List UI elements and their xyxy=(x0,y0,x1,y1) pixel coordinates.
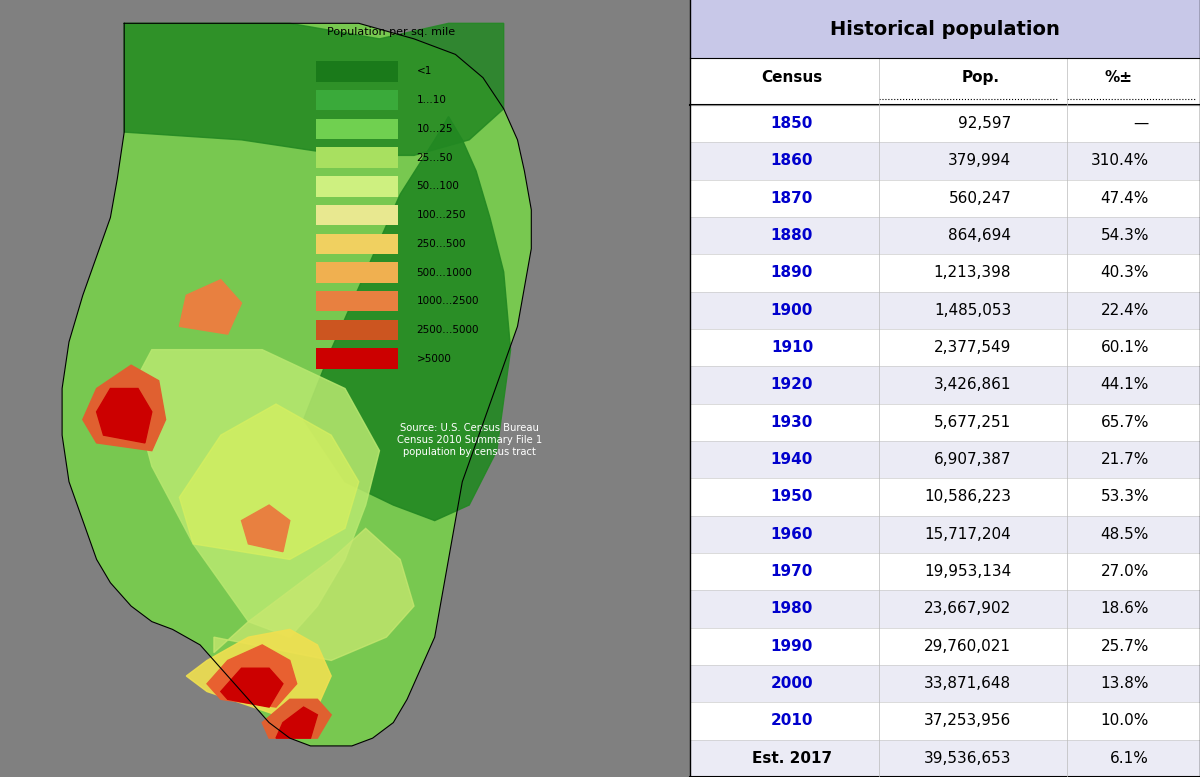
Text: 1,213,398: 1,213,398 xyxy=(934,266,1012,280)
Polygon shape xyxy=(214,528,414,660)
Bar xyxy=(690,740,1200,777)
Polygon shape xyxy=(241,505,290,552)
Bar xyxy=(690,479,1200,516)
Bar xyxy=(690,142,1200,179)
Bar xyxy=(690,366,1200,403)
Text: 1950: 1950 xyxy=(770,490,814,504)
Text: 33,871,648: 33,871,648 xyxy=(924,676,1012,692)
Text: 10,586,223: 10,586,223 xyxy=(924,490,1012,504)
Text: 1970: 1970 xyxy=(770,564,814,579)
Text: 2000: 2000 xyxy=(770,676,814,692)
Text: 1890: 1890 xyxy=(770,266,814,280)
Polygon shape xyxy=(180,280,241,334)
Text: 18.6%: 18.6% xyxy=(1100,601,1150,616)
Text: 1900: 1900 xyxy=(770,303,814,318)
Polygon shape xyxy=(97,388,152,443)
Text: 2,377,549: 2,377,549 xyxy=(934,340,1012,355)
Text: 48.5%: 48.5% xyxy=(1100,527,1150,542)
Text: 3,426,861: 3,426,861 xyxy=(934,378,1012,392)
Text: Historical population: Historical population xyxy=(830,19,1060,39)
Text: 6,907,387: 6,907,387 xyxy=(934,452,1012,467)
Text: 92,597: 92,597 xyxy=(958,116,1012,131)
Text: 15,717,204: 15,717,204 xyxy=(924,527,1012,542)
Text: 1910: 1910 xyxy=(770,340,814,355)
Text: 5,677,251: 5,677,251 xyxy=(934,415,1012,430)
Text: 310.4%: 310.4% xyxy=(1091,153,1150,169)
Text: 1880: 1880 xyxy=(770,228,814,243)
Text: 1930: 1930 xyxy=(770,415,814,430)
Text: 1980: 1980 xyxy=(770,601,814,616)
Polygon shape xyxy=(186,629,331,715)
Bar xyxy=(690,591,1200,628)
Text: 27.0%: 27.0% xyxy=(1100,564,1150,579)
Text: %±: %± xyxy=(1104,71,1133,85)
Text: 560,247: 560,247 xyxy=(948,190,1012,206)
Text: 2010: 2010 xyxy=(770,713,814,729)
Text: 379,994: 379,994 xyxy=(948,153,1012,169)
Bar xyxy=(690,441,1200,479)
Text: 10.0%: 10.0% xyxy=(1100,713,1150,729)
Bar xyxy=(690,105,1200,142)
Text: 864,694: 864,694 xyxy=(948,228,1012,243)
Bar xyxy=(690,516,1200,553)
Text: 1940: 1940 xyxy=(770,452,814,467)
Polygon shape xyxy=(276,707,318,738)
Text: 1870: 1870 xyxy=(770,190,814,206)
Text: 54.3%: 54.3% xyxy=(1100,228,1150,243)
Text: 47.4%: 47.4% xyxy=(1100,190,1150,206)
Bar xyxy=(690,58,1200,105)
Polygon shape xyxy=(62,23,532,746)
Bar xyxy=(690,254,1200,291)
Bar xyxy=(690,702,1200,740)
Polygon shape xyxy=(180,404,359,559)
Text: 39,536,653: 39,536,653 xyxy=(924,751,1012,766)
Text: Source: U.S. Census Bureau
Census 2010 Summary File 1
population by census tract: Source: U.S. Census Bureau Census 2010 S… xyxy=(396,423,542,457)
Bar xyxy=(690,179,1200,217)
Text: 21.7%: 21.7% xyxy=(1100,452,1150,467)
Text: Est. 2017: Est. 2017 xyxy=(752,751,832,766)
Text: 1,485,053: 1,485,053 xyxy=(934,303,1012,318)
Text: 22.4%: 22.4% xyxy=(1100,303,1150,318)
Polygon shape xyxy=(221,668,283,707)
Text: 1850: 1850 xyxy=(770,116,814,131)
Text: 1960: 1960 xyxy=(770,527,814,542)
Text: 19,953,134: 19,953,134 xyxy=(924,564,1012,579)
Text: 53.3%: 53.3% xyxy=(1100,490,1150,504)
Text: 40.3%: 40.3% xyxy=(1100,266,1150,280)
Text: 37,253,956: 37,253,956 xyxy=(924,713,1012,729)
Bar xyxy=(690,553,1200,591)
Text: 25.7%: 25.7% xyxy=(1100,639,1150,653)
Bar xyxy=(690,217,1200,254)
Bar xyxy=(690,329,1200,366)
Polygon shape xyxy=(83,365,166,451)
Bar xyxy=(690,628,1200,665)
Text: 1990: 1990 xyxy=(770,639,814,653)
Text: Pop.: Pop. xyxy=(961,71,1000,85)
Text: 65.7%: 65.7% xyxy=(1100,415,1150,430)
Text: 1860: 1860 xyxy=(770,153,814,169)
Polygon shape xyxy=(262,699,331,738)
Bar xyxy=(690,291,1200,329)
Text: 29,760,021: 29,760,021 xyxy=(924,639,1012,653)
Text: 44.1%: 44.1% xyxy=(1100,378,1150,392)
Text: Census: Census xyxy=(761,71,823,85)
Text: —: — xyxy=(1134,116,1150,131)
Text: 60.1%: 60.1% xyxy=(1100,340,1150,355)
Polygon shape xyxy=(131,350,379,637)
Text: 6.1%: 6.1% xyxy=(1110,751,1150,766)
Polygon shape xyxy=(304,117,511,521)
Bar xyxy=(690,403,1200,441)
Bar xyxy=(690,0,1200,58)
Text: 13.8%: 13.8% xyxy=(1100,676,1150,692)
Text: 1920: 1920 xyxy=(770,378,814,392)
Text: 23,667,902: 23,667,902 xyxy=(924,601,1012,616)
Polygon shape xyxy=(125,23,504,155)
Bar xyxy=(690,665,1200,702)
Polygon shape xyxy=(208,645,296,707)
